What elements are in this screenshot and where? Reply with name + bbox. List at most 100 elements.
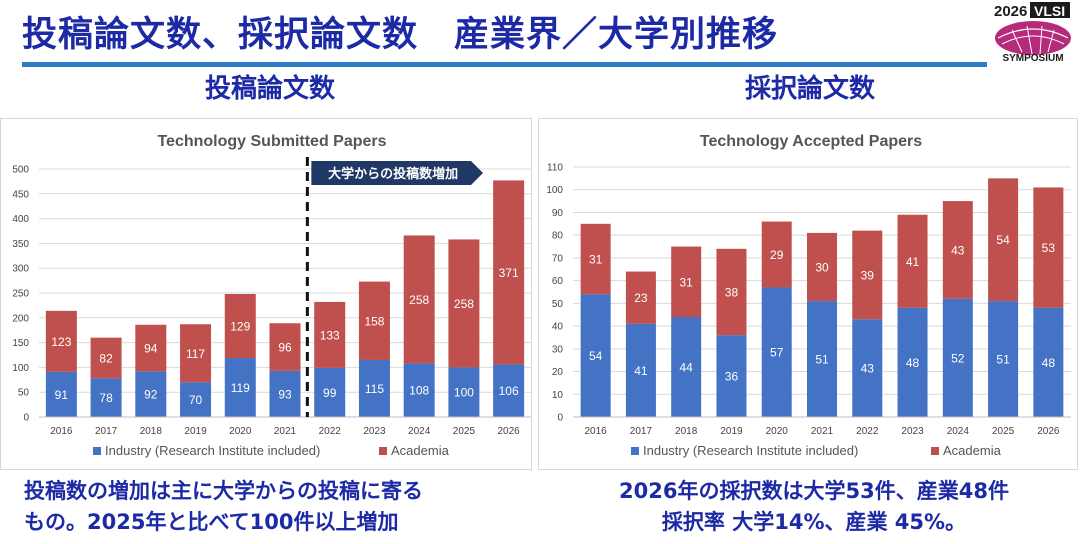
data-label: 371 xyxy=(499,266,519,280)
industry-bar xyxy=(224,357,256,417)
data-label: 123 xyxy=(51,335,71,349)
data-label: 78 xyxy=(99,391,113,405)
left-summary-line-1: 投稿数の増加は主に大学からの投稿に寄る xyxy=(24,479,423,503)
industry-bar xyxy=(448,367,480,417)
x-tick-label: 2021 xyxy=(811,426,834,437)
data-label: 38 xyxy=(725,286,739,300)
data-label: 94 xyxy=(144,342,158,356)
academia-bar xyxy=(224,293,256,358)
academia-bar xyxy=(580,223,611,295)
data-label: 93 xyxy=(278,387,292,401)
y-tick-label: 10 xyxy=(552,390,564,401)
industry-bar xyxy=(314,367,346,417)
x-tick-label: 2022 xyxy=(319,426,342,437)
academia-bar xyxy=(897,214,928,308)
data-label: 117 xyxy=(186,347,205,361)
y-tick-label: 250 xyxy=(12,289,29,300)
x-tick-label: 2024 xyxy=(408,426,431,437)
right-summary-line-1: 2026年の採択数は大学53件、産業48件 xyxy=(619,479,1009,503)
y-tick-label: 400 xyxy=(12,214,29,225)
data-label: 57 xyxy=(770,346,784,360)
y-tick-label: 90 xyxy=(552,208,564,219)
data-label: 48 xyxy=(906,356,920,370)
data-label: 99 xyxy=(323,386,337,400)
accepted-papers-chart: Technology Accepted Papers 0 10 20 30 40 50 60 7… xyxy=(546,133,1071,458)
x-tick-label: 2026 xyxy=(498,426,521,437)
legend-label: Academia xyxy=(943,443,1002,458)
y-tick-label: 0 xyxy=(23,413,29,424)
callout-arrow xyxy=(311,161,483,185)
academia-bar xyxy=(852,230,883,320)
logo-name: VLSI xyxy=(1034,3,1065,19)
data-label: 54 xyxy=(996,233,1010,247)
data-label: 23 xyxy=(634,291,648,305)
data-label: 91 xyxy=(55,388,69,402)
legend-swatch xyxy=(93,447,101,455)
logo-year: 2026 xyxy=(994,3,1027,20)
x-tick-label: 2023 xyxy=(363,426,386,437)
submitted-chart-panel: Technology Submitted Papers 0 50 100 150 200 2… xyxy=(0,118,532,470)
legend-label: Academia xyxy=(391,443,450,458)
callout-label: 大学からの投稿数増加 xyxy=(328,166,458,182)
y-tick-label: 70 xyxy=(552,253,564,264)
academia-bar xyxy=(135,324,167,372)
academia-bar xyxy=(761,221,792,288)
x-tick-label: 2026 xyxy=(1037,426,1060,437)
legend-swatch xyxy=(931,447,939,455)
x-tick-label: 2017 xyxy=(95,426,118,437)
page-title: 投稿論文数、採択論文数 産業界／大学別推移 xyxy=(22,15,779,55)
x-tick-label: 2025 xyxy=(992,426,1015,437)
data-label: 158 xyxy=(364,314,384,328)
data-label: 48 xyxy=(1042,356,1056,370)
left-summary: 投稿数の増加は主に大学からの投稿に寄る もの。2025年と比べて100件以上増加 xyxy=(24,476,524,544)
data-label: 30 xyxy=(815,261,829,275)
data-label: 43 xyxy=(861,362,875,376)
industry-bar xyxy=(625,323,656,417)
y-tick-label: 20 xyxy=(552,367,564,378)
y-tick-label: 100 xyxy=(546,185,563,196)
academia-bar xyxy=(493,180,525,365)
right-heading: 採択論文数 xyxy=(744,74,875,104)
accepted-chart-panel: Technology Accepted Papers 0 10 20 30 40 50 60 7… xyxy=(538,118,1078,470)
y-tick-label: 100 xyxy=(12,363,29,374)
academia-bar xyxy=(358,281,390,360)
academia-bar xyxy=(269,323,301,371)
x-tick-label: 2019 xyxy=(720,426,743,437)
industry-bar xyxy=(988,301,1019,417)
submitted-papers-chart: Technology Submitted Papers 0 50 100 150 200 2… xyxy=(12,133,531,458)
data-label: 43 xyxy=(951,243,965,257)
y-tick-label: 40 xyxy=(552,322,564,333)
chart-title: Technology Submitted Papers xyxy=(157,133,386,150)
data-label: 119 xyxy=(231,381,250,395)
industry-bar xyxy=(807,301,837,417)
y-tick-label: 30 xyxy=(552,344,564,355)
industry-bar xyxy=(135,371,167,417)
x-tick-label: 2020 xyxy=(766,426,789,437)
industry-bar xyxy=(942,298,973,417)
data-label: 258 xyxy=(454,297,474,311)
academia-bar xyxy=(45,310,77,372)
x-tick-label: 2025 xyxy=(453,426,476,437)
x-tick-label: 2019 xyxy=(184,426,207,437)
y-tick-label: 0 xyxy=(557,413,563,424)
academia-bar xyxy=(716,248,747,336)
y-tick-label: 50 xyxy=(552,299,564,310)
data-label: 70 xyxy=(189,393,203,407)
legend-swatch xyxy=(631,447,639,455)
data-label: 51 xyxy=(996,353,1010,367)
data-label: 54 xyxy=(589,349,603,363)
title-divider xyxy=(22,62,987,67)
y-tick-label: 300 xyxy=(12,264,29,275)
industry-bar xyxy=(45,371,77,417)
data-label: 106 xyxy=(499,384,519,398)
y-tick-label: 110 xyxy=(547,163,563,174)
legend-label: Industry (Research Institute included) xyxy=(105,443,320,458)
chart-title: Technology Accepted Papers xyxy=(700,133,922,150)
industry-bar xyxy=(269,370,301,417)
data-label: 31 xyxy=(589,253,603,267)
y-tick-label: 80 xyxy=(552,231,564,242)
legend-label: Industry (Research Institute included) xyxy=(643,443,858,458)
industry-bar xyxy=(403,363,435,417)
x-tick-label: 2022 xyxy=(856,426,879,437)
data-label: 52 xyxy=(951,351,965,365)
